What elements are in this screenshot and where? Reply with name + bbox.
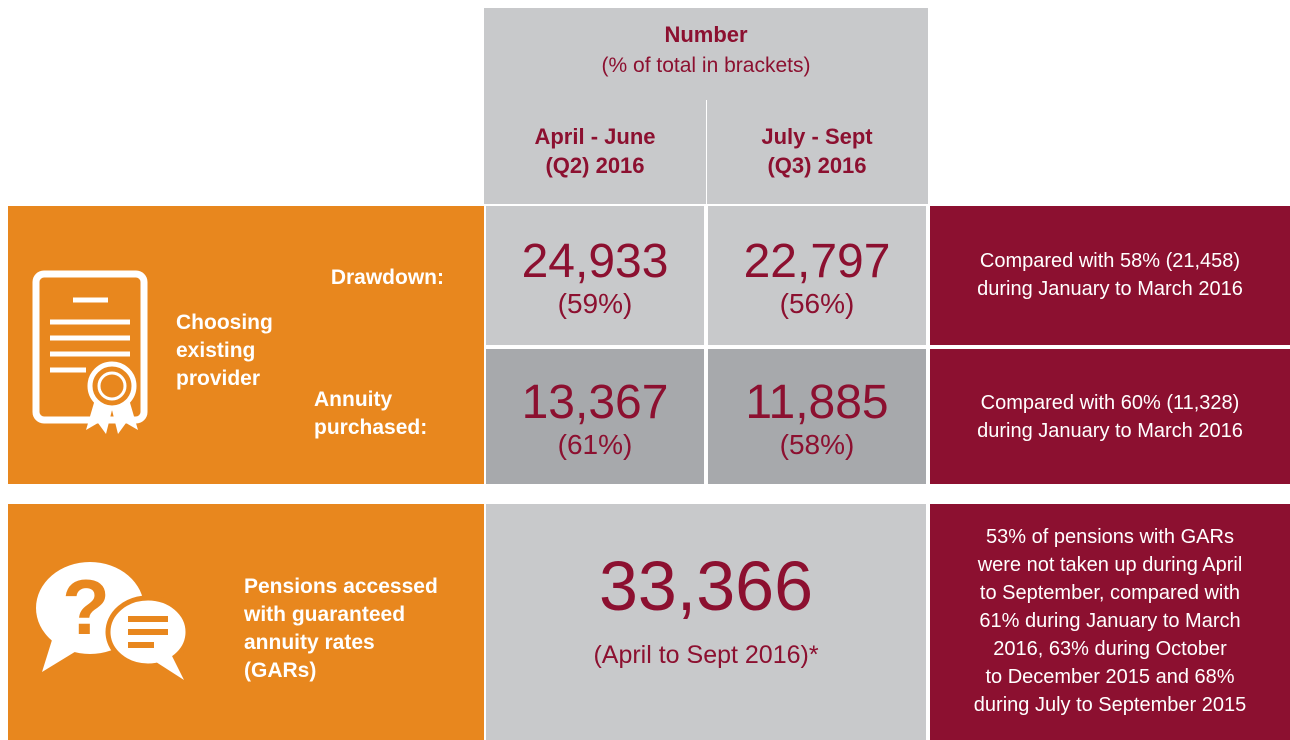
column-header-line: July - Sept (761, 124, 873, 149)
column-header-line: (Q2) 2016 (545, 153, 645, 178)
speech-bubbles-icon: ? (36, 562, 191, 680)
label-line: purchased: (314, 416, 428, 439)
column-header-line: April - June (534, 124, 656, 149)
value-cell: 11,885 (58%) (708, 349, 926, 484)
label-line: provider (176, 367, 261, 390)
note-cell: Compared with 60% (11,328) during Januar… (930, 349, 1290, 484)
row-label: Annuity purchased: (314, 386, 427, 442)
note-line: were not taken up during April (977, 554, 1243, 576)
value-cell: 22,797 (56%) (708, 206, 926, 345)
note-line: Compared with 58% (21,458) (979, 250, 1241, 272)
column-header: July - Sept (Q3) 2016 (706, 122, 928, 180)
value-percent: (59%) (557, 288, 633, 319)
header-title: Number (664, 22, 748, 47)
note-line: Compared with 60% (11,328) (980, 392, 1240, 414)
value-percent: (58%) (779, 429, 855, 460)
section-label-block: Choosing existing provider Drawdown: Ann… (8, 206, 484, 484)
header-subtitle: (% of total in brackets) (601, 54, 811, 77)
svg-text:?: ? (62, 563, 110, 651)
value-number: 24,933 (521, 235, 669, 288)
note: Compared with 58% (21,458) during Januar… (930, 247, 1290, 303)
value-cell: 13,367 (61%) (486, 349, 704, 484)
note-line: during July to September 2015 (973, 694, 1247, 716)
note-line: during January to March 2016 (977, 278, 1243, 300)
section-label-block: ? Pensions accessed with guaranteed annu… (8, 504, 484, 740)
divider (706, 100, 707, 204)
row-label: Drawdown: (314, 264, 444, 292)
label-line: Pensions accessed (244, 575, 438, 598)
section-label: Choosing existing provider (176, 309, 273, 393)
note-line: 61% during January to March (979, 610, 1241, 632)
value-number: 22,797 (743, 235, 891, 288)
note-line: to September, compared with (979, 582, 1241, 604)
note-cell: 53% of pensions with GARs were not taken… (930, 504, 1290, 740)
value-number: 13,367 (521, 376, 669, 429)
note-line: during January to March 2016 (977, 420, 1243, 442)
column-header: April - June (Q2) 2016 (484, 122, 706, 180)
note-cell: Compared with 58% (21,458) during Januar… (930, 206, 1290, 345)
column-header-line: (Q3) 2016 (767, 153, 867, 178)
note-line: 53% of pensions with GARs (986, 526, 1234, 548)
label-line: annuity rates (244, 631, 375, 654)
total-period: (April to Sept 2016)* (593, 641, 819, 669)
note: 53% of pensions with GARs were not taken… (930, 523, 1290, 719)
total-cell: 33,366 (April to Sept 2016)* (486, 504, 926, 740)
label-line: Drawdown: (330, 266, 444, 289)
value-number: 11,885 (745, 376, 889, 429)
value-cell: 24,933 (59%) (486, 206, 704, 345)
value-percent: (61%) (557, 429, 633, 460)
header-block: Number (% of total in brackets) April - … (484, 8, 928, 204)
certificate-icon (32, 270, 148, 434)
value-percent: (56%) (779, 288, 855, 319)
label-line: (GARs) (244, 659, 317, 682)
label-line: with guaranteed (244, 603, 406, 626)
label-line: Choosing (176, 311, 273, 334)
section-label: Pensions accessed with guaranteed annuit… (244, 573, 438, 685)
note: Compared with 60% (11,328) during Januar… (930, 389, 1290, 445)
label-line: existing (176, 339, 256, 362)
note-line: 2016, 63% during October (993, 638, 1227, 660)
note-line: to December 2015 and 68% (985, 666, 1235, 688)
total-number: 33,366 (598, 547, 814, 625)
label-line: Annuity (314, 388, 393, 411)
